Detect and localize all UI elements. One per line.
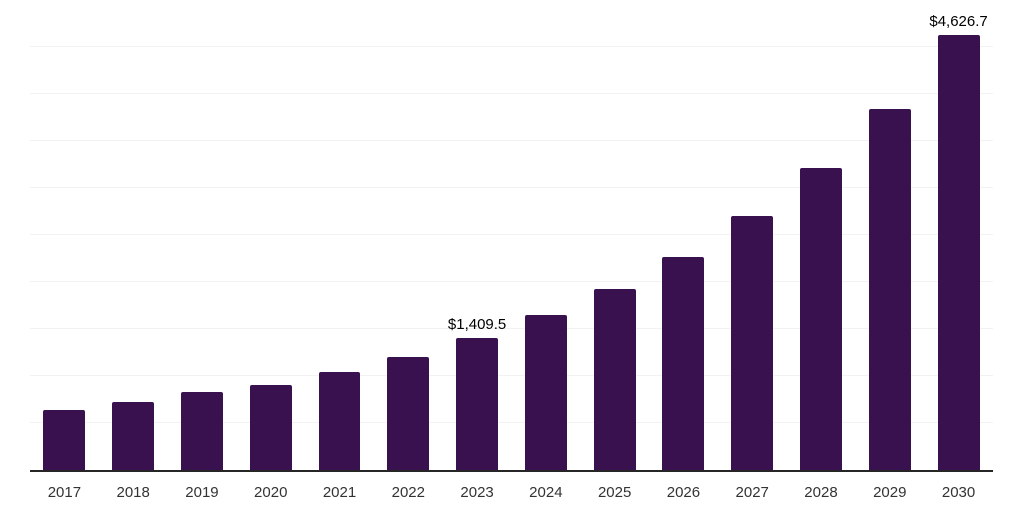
x-axis-label-2018: 2018: [116, 483, 150, 501]
x-axis-label-2030: 2030: [941, 483, 976, 501]
x-axis-label-2020: 2020: [254, 483, 288, 501]
bar-band-2026: [649, 0, 718, 470]
bar-2019: [180, 391, 223, 470]
x-axis-label-2028: 2028: [804, 483, 838, 501]
x-axis-labels: 2017 2018 2019 2020 2021 2022 2023 2024 2025 2026…: [30, 472, 993, 512]
bar-2026: [662, 256, 705, 470]
bar-2028: [800, 168, 842, 470]
bar-band-2023: $1,409.5: [443, 0, 512, 470]
data-label-2030: $4,626.7: [929, 13, 988, 31]
bar-band-2022: [374, 0, 443, 470]
x-axis-label-2029: 2029: [873, 483, 907, 501]
bar-band-2028: [787, 0, 856, 470]
bar-band-2025: [580, 0, 649, 470]
bar-band-2020: [236, 0, 305, 470]
x-axis-label-2021: 2021: [322, 483, 357, 501]
x-axis-label-2026: 2026: [666, 483, 701, 501]
x-axis-label-2019: 2019: [185, 483, 219, 501]
bar-2024: [524, 315, 567, 470]
bar-2017: [43, 409, 86, 470]
bar-2023: [456, 337, 499, 470]
bar-band-2030: $4,626.7: [924, 0, 993, 470]
bar-band-2024: [511, 0, 580, 470]
bar-band-2017: [30, 0, 99, 470]
bar-2022: [387, 356, 430, 470]
bar-2020: [249, 384, 292, 470]
bar-band-2027: [718, 0, 787, 470]
x-axis-label-2017: 2017: [47, 483, 82, 501]
bar-band-2018: [99, 0, 168, 470]
bar-band-2019: [168, 0, 237, 470]
bar-2027: [731, 216, 774, 470]
bar-band-2029: [855, 0, 924, 470]
bar-2025: [593, 288, 636, 470]
data-label-2023: $1,409.5: [447, 315, 507, 333]
x-axis-label-2023: 2023: [460, 483, 494, 501]
x-axis-label-2025: 2025: [597, 483, 632, 501]
bar-2018: [112, 401, 155, 470]
x-axis-label-2022: 2022: [391, 483, 425, 501]
plot-area: $1,409.5 $4,626.7: [30, 0, 993, 472]
bar-2030: [937, 35, 980, 470]
bar-2029: [868, 109, 911, 470]
bar-band-2021: [305, 0, 374, 470]
bar-2021: [318, 371, 361, 470]
x-axis-label-2027: 2027: [735, 483, 769, 501]
x-axis-label-2024: 2024: [529, 483, 563, 501]
